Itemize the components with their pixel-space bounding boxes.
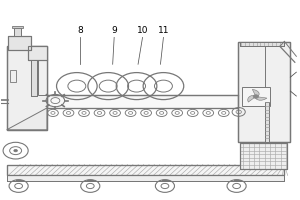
Polygon shape bbox=[248, 95, 256, 102]
Bar bbox=[31, 60, 37, 96]
Bar bbox=[240, 143, 287, 169]
Bar bbox=[265, 102, 268, 142]
Bar bbox=[240, 42, 284, 46]
Bar bbox=[14, 28, 21, 36]
Bar bbox=[10, 70, 16, 82]
Bar bbox=[240, 143, 287, 169]
Bar bbox=[7, 175, 284, 181]
Bar bbox=[14, 28, 21, 36]
Bar bbox=[7, 46, 47, 130]
Text: 11: 11 bbox=[158, 26, 169, 35]
Bar bbox=[7, 165, 284, 175]
Bar bbox=[238, 42, 290, 142]
Bar bbox=[28, 46, 47, 60]
Circle shape bbox=[14, 149, 17, 152]
Bar bbox=[47, 95, 238, 108]
Polygon shape bbox=[7, 108, 47, 130]
Bar bbox=[240, 42, 284, 46]
Polygon shape bbox=[255, 97, 267, 100]
Bar bbox=[8, 36, 31, 50]
Bar bbox=[12, 26, 23, 28]
Bar bbox=[7, 175, 284, 181]
Bar bbox=[28, 46, 47, 60]
Text: 10: 10 bbox=[137, 26, 148, 35]
Circle shape bbox=[253, 95, 259, 98]
Bar bbox=[31, 60, 37, 96]
Bar bbox=[238, 42, 290, 142]
Bar bbox=[47, 95, 238, 108]
Bar bbox=[7, 165, 284, 175]
Text: 9: 9 bbox=[111, 26, 117, 35]
Text: 8: 8 bbox=[77, 26, 83, 35]
Bar bbox=[242, 87, 270, 106]
Bar bbox=[7, 46, 47, 130]
Polygon shape bbox=[252, 89, 259, 97]
Bar bbox=[8, 36, 31, 50]
Polygon shape bbox=[38, 60, 47, 95]
